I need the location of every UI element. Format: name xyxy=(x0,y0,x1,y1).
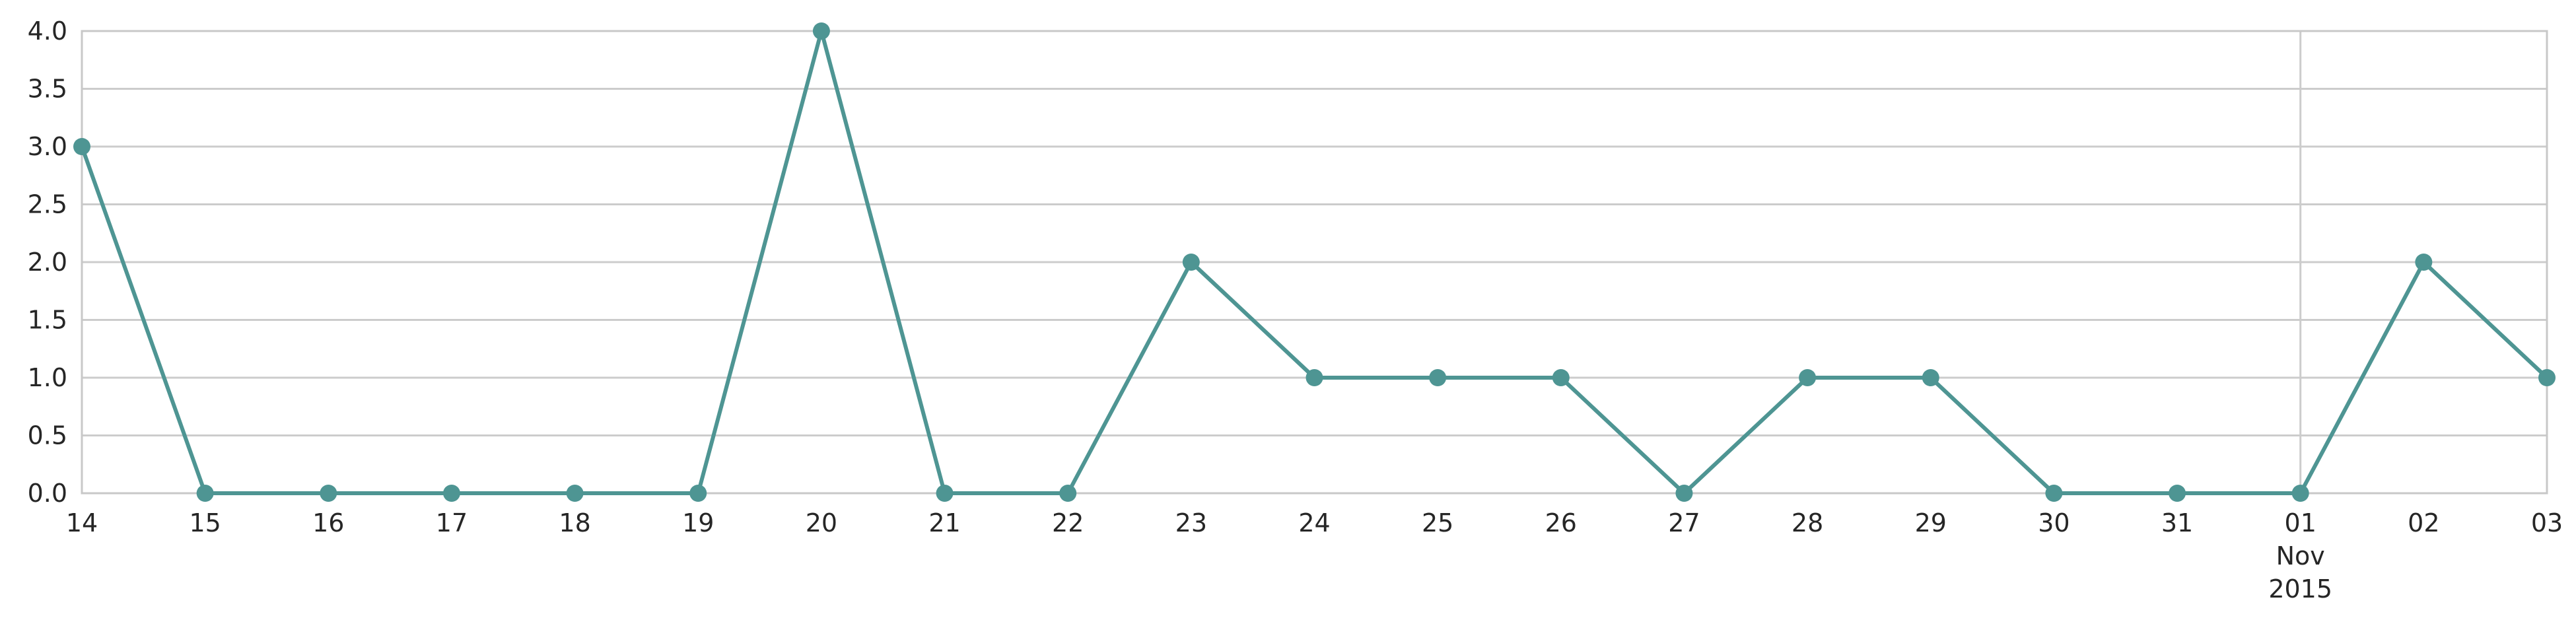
data-point xyxy=(2045,485,2063,502)
plot-frame xyxy=(81,30,2548,495)
x-tick-label: 24 xyxy=(1298,508,1330,537)
x-tick-label: 15 xyxy=(189,508,221,537)
data-point xyxy=(936,485,954,502)
axes-frame xyxy=(81,30,2548,495)
x-tick-label: 29 xyxy=(1915,508,1947,537)
data-point xyxy=(2291,485,2309,502)
y-tick-label: 0.0 xyxy=(28,479,67,508)
data-point xyxy=(442,485,460,502)
x-tick-label: 16 xyxy=(312,508,344,537)
x-tick-label: 14 xyxy=(66,508,98,537)
data-point xyxy=(812,22,830,40)
x-tick-label: 01 xyxy=(2285,508,2316,537)
data-point xyxy=(1305,369,1323,386)
y-tick-label: 2.5 xyxy=(28,190,67,219)
x-tick-label: 21 xyxy=(928,508,960,537)
x-axis-ticks: 14 15 16 17 18 19 20 21 22 23 24 25 26 27 28 29 30 31 01 02… xyxy=(66,508,2563,603)
y-tick-label: 1.0 xyxy=(28,363,67,392)
grid xyxy=(82,30,2547,495)
x-tick-label: 19 xyxy=(682,508,714,537)
data-point xyxy=(1675,485,1693,502)
x-tick-label: 03 xyxy=(2531,508,2563,537)
y-tick-label: 2.0 xyxy=(28,248,67,277)
x-tick-label: 25 xyxy=(1422,508,1453,537)
x-tick-label: 30 xyxy=(2038,508,2070,537)
data-point xyxy=(1799,369,1817,386)
x-tick-label: 26 xyxy=(1545,508,1577,537)
data-point xyxy=(1922,369,1939,386)
data-point xyxy=(2538,369,2556,386)
x-tick-label: 23 xyxy=(1175,508,1207,537)
x-tick-label: 17 xyxy=(436,508,468,537)
x-tick-label: 02 xyxy=(2408,508,2439,537)
y-axis-ticks: 0.0 0.5 1.0 1.5 2.0 2.5 3.0 3.5 4.0 xyxy=(28,17,67,508)
data-point xyxy=(1182,254,1200,271)
x-month-label: Nov xyxy=(2276,541,2325,570)
y-tick-label: 0.5 xyxy=(28,421,67,450)
x-year-label: 2015 xyxy=(2268,574,2332,603)
y-tick-label: 3.0 xyxy=(28,132,67,161)
y-tick-label: 3.5 xyxy=(28,75,67,104)
data-point xyxy=(1552,369,1570,386)
x-tick-label: 20 xyxy=(806,508,837,537)
x-tick-label: 31 xyxy=(2161,508,2193,537)
data-point xyxy=(2415,254,2433,271)
x-tick-label: 27 xyxy=(1668,508,1700,537)
x-tick-label: 18 xyxy=(559,508,590,537)
data-point xyxy=(1059,485,1077,502)
data-point xyxy=(73,138,90,155)
data-point xyxy=(320,485,337,502)
x-tick-label: 28 xyxy=(1792,508,1823,537)
data-point xyxy=(2169,485,2186,502)
series-group xyxy=(73,22,2556,502)
x-tick-label: 22 xyxy=(1052,508,1084,537)
data-point xyxy=(1429,369,1447,386)
y-tick-label: 1.5 xyxy=(28,306,67,335)
data-point xyxy=(196,485,214,502)
data-point xyxy=(566,485,584,502)
data-point xyxy=(689,485,707,502)
y-tick-label: 4.0 xyxy=(28,17,67,46)
